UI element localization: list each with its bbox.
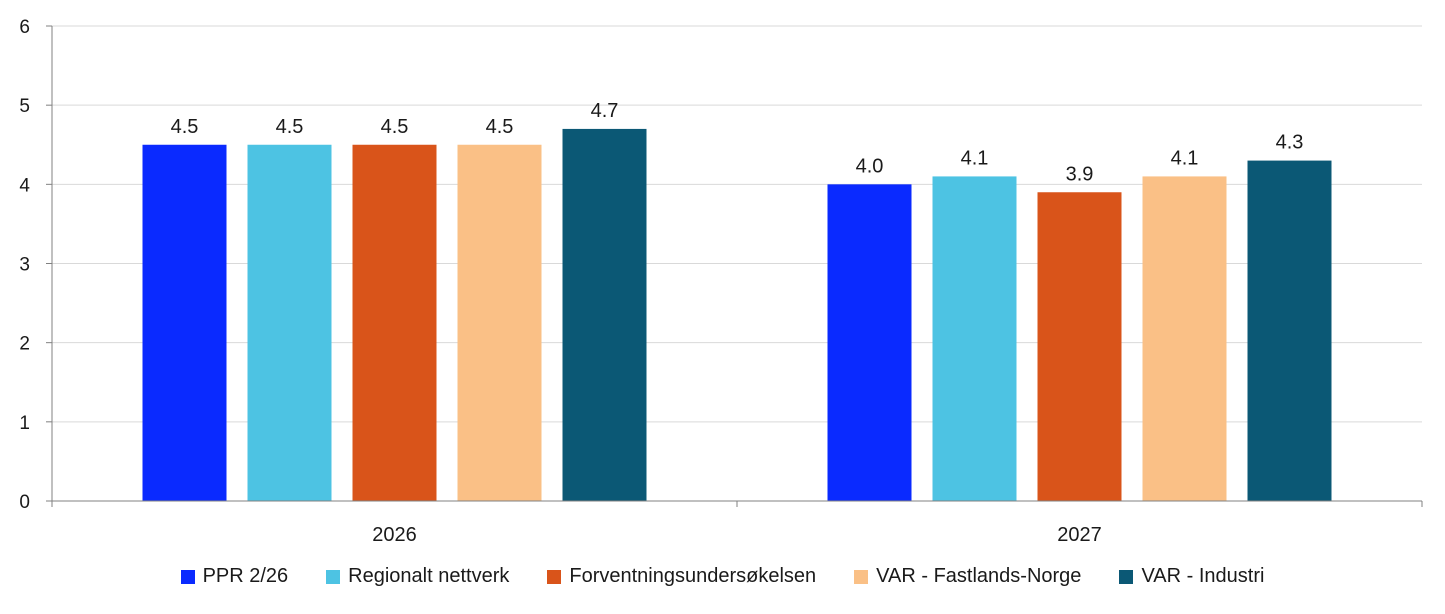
data-label: 3.9	[1066, 163, 1094, 185]
y-tick-label: 5	[19, 96, 30, 117]
legend-item: Forventningsundersøkelsen	[547, 565, 816, 588]
y-tick-label: 6	[19, 17, 30, 38]
y-tick-label: 0	[19, 492, 30, 513]
y-tick-label: 2	[19, 334, 30, 355]
legend-item: VAR - Fastlands-Norge	[854, 565, 1081, 588]
bar	[457, 144, 542, 501]
y-axis-ticks: 0 1 2 3 4 5 6	[19, 17, 52, 513]
legend-swatch	[1119, 569, 1134, 584]
data-label: 4.1	[1171, 147, 1199, 169]
x-category-label: 2026	[372, 524, 417, 546]
legend-label: VAR - Industri	[1141, 565, 1265, 587]
legend-swatch	[547, 569, 562, 584]
legend-item: PPR 2/26	[180, 565, 289, 588]
legend-label: PPR 2/26	[202, 565, 289, 587]
legend: PPR 2/26 Regionalt nettverk Forventningsun…	[0, 565, 1445, 588]
bars	[142, 128, 1332, 502]
data-label: 4.5	[486, 116, 514, 138]
data-label: 4.1	[961, 147, 989, 169]
bar	[142, 144, 227, 501]
axes	[51, 26, 1423, 507]
data-label: 4.5	[276, 116, 304, 138]
y-tick-label: 1	[19, 413, 30, 434]
bar	[1142, 176, 1227, 501]
bar	[352, 144, 437, 501]
bar	[932, 176, 1017, 501]
bar	[247, 144, 332, 501]
data-labels: 4.5 4.5 4.5 4.5 4.7 4.0 4.1 3.9 4.1 4.3	[171, 100, 1304, 185]
legend-swatch	[854, 569, 869, 584]
data-label: 4.5	[381, 116, 409, 138]
legend-swatch	[180, 569, 195, 584]
data-label: 4.0	[856, 155, 884, 177]
y-tick-label: 4	[19, 175, 30, 196]
category-labels: 2026 2027	[372, 524, 1102, 546]
bar	[1037, 192, 1122, 501]
legend-item: VAR - Industri	[1119, 565, 1264, 588]
legend-label: VAR - Fastlands-Norge	[876, 565, 1082, 587]
x-category-label: 2027	[1057, 524, 1102, 546]
bar	[1247, 160, 1332, 502]
data-label: 4.7	[591, 100, 619, 122]
legend-swatch	[326, 569, 341, 584]
y-tick-label: 3	[19, 255, 30, 276]
data-label: 4.3	[1276, 132, 1304, 154]
legend-label: Forventningsundersøkelsen	[569, 565, 817, 587]
legend-label: Regionalt nettverk	[348, 565, 510, 587]
data-label: 4.5	[171, 116, 199, 138]
bar	[827, 184, 912, 502]
legend-item: Regionalt nettverk	[326, 565, 509, 588]
bar	[562, 128, 647, 501]
